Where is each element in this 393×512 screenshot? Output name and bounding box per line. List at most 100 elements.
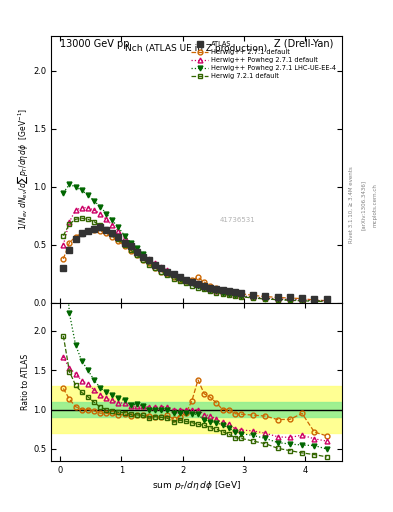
Herwig++ Powheg 2.7.1 LHC-UE-EE-4 (153, 262, 158, 268)
Herwig 7.2.1 default (67, 221, 72, 227)
Herwig++ Powheg 2.7.1 LHC-UE-EE-4 (92, 198, 96, 204)
Herwig++ Powheg 2.7.1 LHC-UE-EE-4 (98, 203, 103, 209)
Herwig 7.2.1 default (184, 280, 188, 286)
Herwig++ 2.7.1 default (67, 240, 72, 246)
Herwig++ Powheg 2.7.1 default (85, 205, 90, 211)
Herwig 7.2.1 default (220, 291, 225, 297)
Herwig++ Powheg 2.7.1 default (92, 207, 96, 213)
Herwig++ 2.7.1 default (98, 228, 103, 234)
Herwig 7.2.1 default (134, 252, 139, 259)
Herwig 7.2.1 default (189, 283, 194, 289)
Text: 41736531: 41736531 (220, 218, 255, 223)
Herwig++ Powheg 2.7.1 LHC-UE-EE-4 (239, 293, 243, 299)
Herwig++ Powheg 2.7.1 default (189, 279, 194, 285)
Herwig++ 2.7.1 default (85, 228, 90, 234)
Herwig++ 2.7.1 default (202, 279, 206, 285)
Herwig++ Powheg 2.7.1 LHC-UE-EE-4 (61, 189, 66, 196)
Herwig++ Powheg 2.7.1 LHC-UE-EE-4 (208, 287, 213, 293)
Herwig++ Powheg 2.7.1 default (300, 297, 305, 303)
Herwig++ 2.7.1 default (239, 291, 243, 297)
Herwig++ Powheg 2.7.1 LHC-UE-EE-4 (147, 257, 151, 263)
Herwig++ Powheg 2.7.1 LHC-UE-EE-4 (226, 291, 231, 297)
Herwig 7.2.1 default (171, 275, 176, 282)
Herwig++ 2.7.1 default (171, 274, 176, 281)
Herwig++ 2.7.1 default (92, 227, 96, 233)
Line: Herwig++ Powheg 2.7.1 LHC-UE-EE-4: Herwig++ Powheg 2.7.1 LHC-UE-EE-4 (61, 182, 329, 304)
Herwig 7.2.1 default (159, 268, 163, 274)
Herwig++ Powheg 2.7.1 default (122, 235, 127, 241)
Herwig++ Powheg 2.7.1 LHC-UE-EE-4 (165, 268, 170, 274)
Herwig++ 2.7.1 default (300, 295, 305, 302)
Text: Nch (ATLAS UE in Z production): Nch (ATLAS UE in Z production) (125, 44, 268, 53)
Herwig++ Powheg 2.7.1 LHC-UE-EE-4 (116, 224, 121, 230)
Herwig++ Powheg 2.7.1 default (196, 281, 200, 287)
Herwig++ Powheg 2.7.1 default (73, 207, 78, 213)
Herwig++ Powheg 2.7.1 default (165, 267, 170, 273)
Herwig 7.2.1 default (104, 227, 108, 233)
Herwig++ Powheg 2.7.1 default (134, 246, 139, 252)
Herwig 7.2.1 default (79, 215, 84, 221)
Herwig 7.2.1 default (116, 236, 121, 242)
Herwig++ Powheg 2.7.1 LHC-UE-EE-4 (214, 288, 219, 294)
Herwig++ Powheg 2.7.1 default (177, 274, 182, 281)
Y-axis label: $1/N_{ev}$ $dN_{ev}/d\sum p_T/d\eta\, d\phi$  [GeV$^{-1}$]: $1/N_{ev}$ $dN_{ev}/d\sum p_T/d\eta\, d\… (16, 109, 30, 230)
Herwig 7.2.1 default (129, 246, 133, 252)
Herwig++ Powheg 2.7.1 default (312, 297, 317, 304)
Herwig++ Powheg 2.7.1 default (129, 241, 133, 247)
Herwig++ 2.7.1 default (184, 278, 188, 284)
Herwig++ 2.7.1 default (116, 238, 121, 244)
Herwig 7.2.1 default (147, 262, 151, 268)
Herwig++ Powheg 2.7.1 LHC-UE-EE-4 (159, 265, 163, 271)
Herwig++ Powheg 2.7.1 LHC-UE-EE-4 (129, 240, 133, 246)
Herwig 7.2.1 default (232, 293, 237, 299)
Herwig 7.2.1 default (202, 286, 206, 292)
Herwig++ Powheg 2.7.1 default (275, 296, 280, 302)
Herwig++ Powheg 2.7.1 LHC-UE-EE-4 (67, 181, 72, 187)
Herwig++ Powheg 2.7.1 LHC-UE-EE-4 (104, 210, 108, 217)
Herwig++ Powheg 2.7.1 default (116, 228, 121, 234)
Herwig++ 2.7.1 default (159, 268, 163, 274)
Herwig++ Powheg 2.7.1 default (184, 276, 188, 283)
Herwig++ 2.7.1 default (122, 243, 127, 249)
Herwig 7.2.1 default (98, 222, 103, 228)
Herwig 7.2.1 default (226, 292, 231, 298)
Herwig++ Powheg 2.7.1 default (98, 210, 103, 217)
Herwig++ 2.7.1 default (312, 297, 317, 303)
Herwig++ Powheg 2.7.1 LHC-UE-EE-4 (324, 298, 329, 304)
Text: mcplots.cern.ch: mcplots.cern.ch (373, 183, 378, 227)
Text: Z (Drell-Yan): Z (Drell-Yan) (274, 38, 333, 49)
Herwig++ 2.7.1 default (141, 257, 145, 263)
Herwig++ Powheg 2.7.1 default (263, 295, 268, 301)
Herwig++ Powheg 2.7.1 LHC-UE-EE-4 (251, 294, 255, 301)
Herwig++ Powheg 2.7.1 LHC-UE-EE-4 (122, 232, 127, 239)
Herwig++ Powheg 2.7.1 LHC-UE-EE-4 (134, 245, 139, 251)
Herwig++ 2.7.1 default (226, 288, 231, 294)
Herwig 7.2.1 default (92, 219, 96, 225)
Herwig++ 2.7.1 default (288, 295, 292, 301)
Herwig++ Powheg 2.7.1 default (239, 292, 243, 298)
Herwig++ Powheg 2.7.1 LHC-UE-EE-4 (300, 297, 305, 304)
Herwig 7.2.1 default (275, 296, 280, 303)
Herwig++ Powheg 2.7.1 default (220, 289, 225, 295)
Herwig++ Powheg 2.7.1 default (141, 251, 145, 257)
Herwig 7.2.1 default (324, 298, 329, 305)
Herwig++ Powheg 2.7.1 default (202, 284, 206, 290)
Line: Herwig++ Powheg 2.7.1 default: Herwig++ Powheg 2.7.1 default (61, 205, 329, 303)
Herwig++ 2.7.1 default (263, 293, 268, 300)
Herwig++ Powheg 2.7.1 LHC-UE-EE-4 (189, 280, 194, 286)
Herwig++ 2.7.1 default (165, 271, 170, 277)
Herwig 7.2.1 default (263, 296, 268, 302)
Herwig++ Powheg 2.7.1 default (147, 256, 151, 262)
Y-axis label: Ratio to ATLAS: Ratio to ATLAS (21, 354, 30, 410)
Herwig++ 2.7.1 default (61, 256, 66, 262)
Herwig 7.2.1 default (300, 298, 305, 304)
Herwig++ Powheg 2.7.1 LHC-UE-EE-4 (312, 297, 317, 304)
Herwig 7.2.1 default (214, 289, 219, 295)
Herwig++ Powheg 2.7.1 LHC-UE-EE-4 (171, 272, 176, 278)
Herwig 7.2.1 default (196, 285, 200, 291)
Herwig++ Powheg 2.7.1 LHC-UE-EE-4 (220, 290, 225, 296)
Herwig++ Powheg 2.7.1 default (104, 216, 108, 222)
Herwig++ Powheg 2.7.1 LHC-UE-EE-4 (184, 278, 188, 284)
Line: Herwig 7.2.1 default: Herwig 7.2.1 default (61, 216, 329, 304)
Herwig++ Powheg 2.7.1 default (226, 290, 231, 296)
